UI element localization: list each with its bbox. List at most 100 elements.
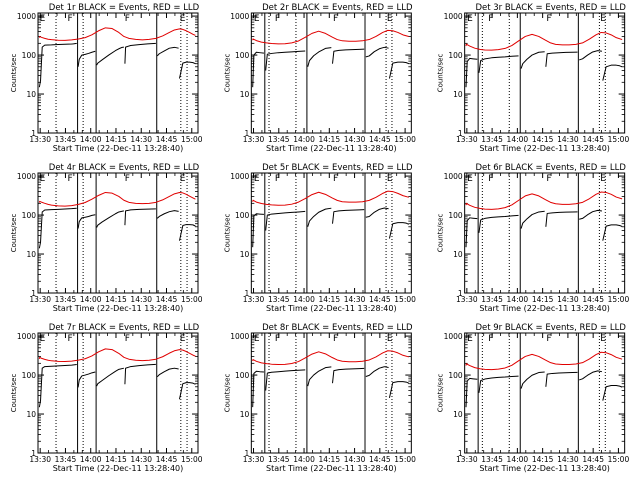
- chart-panel-6: Det 6r BLACK = Events, RED = LLD 1 10 100 10…: [437, 163, 630, 313]
- events-series-line: [332, 209, 365, 224]
- x-axis-label: Start Time (22-Dec-11 13:28:40): [53, 304, 184, 313]
- events-series-line: [38, 364, 77, 408]
- y-tick-label: 1: [245, 129, 250, 138]
- y-tick-label: 1: [31, 449, 36, 458]
- lld-series-line: [38, 27, 196, 41]
- plot-frame: [250, 332, 412, 454]
- y-tick-label: 1: [31, 289, 36, 298]
- x-tick-label: 14:30: [557, 455, 579, 464]
- event-marker-f: F: [488, 14, 493, 24]
- event-marker-e: E: [467, 14, 473, 24]
- x-tick-label: 14:00: [507, 135, 529, 144]
- events-series-line: [38, 42, 77, 88]
- x-tick-label: 14:00: [293, 455, 315, 464]
- event-marker-e: E: [387, 14, 393, 24]
- x-tick-label: 14:30: [557, 135, 579, 144]
- event-marker-f: F: [546, 14, 551, 24]
- x-tick-label: 13:30: [243, 135, 265, 144]
- y-tick-label: 100: [22, 211, 37, 220]
- x-tick-label: 14:15: [318, 135, 340, 144]
- event-marker-e: E: [600, 14, 606, 24]
- events-series-line: [579, 209, 602, 220]
- chart-title: Det 6r BLACK = Events, RED = LLD: [475, 163, 626, 173]
- y-tick-label: 10: [240, 90, 250, 99]
- y-tick-label: 1000: [230, 172, 249, 181]
- lld-series-line: [252, 29, 409, 45]
- events-series-line: [520, 210, 545, 229]
- x-axis-label: Start Time (22-Dec-11 13:28:40): [53, 144, 184, 153]
- x-tick-label: 14:30: [130, 455, 152, 464]
- event-marker-f: F: [333, 334, 338, 344]
- x-tick-label: 13:45: [268, 295, 290, 304]
- event-marker-f: F: [275, 334, 280, 344]
- x-tick-label: 13:30: [456, 295, 478, 304]
- y-axis-label: Counts/sec: [10, 214, 18, 253]
- y-axis-label: Counts/sec: [223, 374, 231, 413]
- y-axis-label: Counts/sec: [10, 374, 18, 413]
- events-series-line: [307, 47, 332, 67]
- lld-series-line: [252, 190, 409, 206]
- x-tick-label: 14:30: [344, 455, 366, 464]
- events-series-line: [520, 371, 545, 389]
- x-tick-label: 13:45: [55, 295, 77, 304]
- y-tick-label: 1: [458, 449, 463, 458]
- event-marker-e: E: [387, 174, 393, 184]
- events-series-line: [77, 50, 96, 67]
- lld-series-line: [465, 31, 623, 51]
- plot-frame: [37, 172, 199, 294]
- event-marker-f: F: [546, 334, 551, 344]
- chart-panel-9: Det 9r BLACK = Events, RED = LLD 1 10 100 10…: [437, 323, 630, 473]
- y-tick-label: 1000: [17, 12, 36, 21]
- events-series-line: [156, 367, 179, 378]
- events-series-line: [178, 382, 196, 400]
- x-tick-label: 15:00: [181, 135, 203, 144]
- event-marker-e: E: [467, 334, 473, 344]
- events-series-line: [307, 366, 332, 387]
- x-tick-label: 14:15: [105, 295, 127, 304]
- events-series-line: [520, 51, 545, 69]
- y-tick-label: 1000: [444, 172, 463, 181]
- chart-title: Det 8r BLACK = Events, RED = LLD: [262, 323, 413, 333]
- events-series-line: [265, 50, 306, 71]
- event-marker-e: E: [180, 334, 186, 344]
- events-series-line: [96, 46, 124, 66]
- x-tick-label: 14:00: [507, 455, 529, 464]
- x-tick-label: 14:00: [80, 295, 102, 304]
- x-tick-label: 15:00: [394, 295, 416, 304]
- x-tick-label: 14:45: [156, 455, 178, 464]
- x-tick-label: 14:45: [582, 295, 604, 304]
- events-series-line: [365, 207, 389, 218]
- x-axis-label: Start Time (22-Dec-11 13:28:40): [53, 464, 184, 473]
- events-series-line: [602, 224, 623, 241]
- y-tick-label: 10: [26, 410, 36, 419]
- y-tick-label: 10: [240, 250, 250, 259]
- event-marker-e: E: [180, 14, 186, 24]
- events-series-line: [388, 381, 409, 398]
- x-axis-label: Start Time (22-Dec-11 13:28:40): [266, 144, 397, 153]
- events-series-line: [124, 42, 156, 64]
- events-series-line: [265, 210, 306, 231]
- y-tick-label: 100: [448, 211, 463, 220]
- x-tick-label: 13:45: [481, 455, 503, 464]
- y-tick-label: 100: [235, 371, 250, 380]
- x-tick-label: 14:15: [532, 455, 554, 464]
- events-series-line: [388, 61, 409, 79]
- y-tick-label: 10: [453, 410, 463, 419]
- event-marker-e: E: [40, 174, 46, 184]
- events-series-line: [478, 214, 519, 233]
- y-tick-label: 10: [453, 250, 463, 259]
- y-axis-label: Counts/sec: [10, 54, 18, 93]
- events-series-line: [124, 208, 156, 226]
- y-tick-label: 100: [448, 51, 463, 60]
- x-tick-label: 13:30: [29, 455, 51, 464]
- events-series-line: [465, 57, 478, 88]
- chart-panel-2: Det 2r BLACK = Events, RED = LLD 1 10 100 10…: [223, 3, 416, 153]
- events-series-line: [478, 375, 519, 393]
- y-tick-label: 1: [458, 289, 463, 298]
- y-tick-label: 100: [235, 51, 250, 60]
- y-tick-label: 1: [458, 129, 463, 138]
- chart-panel-4: Det 4r BLACK = Events, RED = LLD 1 10 100 10…: [10, 163, 203, 313]
- events-series-line: [156, 210, 179, 219]
- events-series-line: [545, 51, 578, 67]
- x-tick-label: 15:00: [608, 135, 630, 144]
